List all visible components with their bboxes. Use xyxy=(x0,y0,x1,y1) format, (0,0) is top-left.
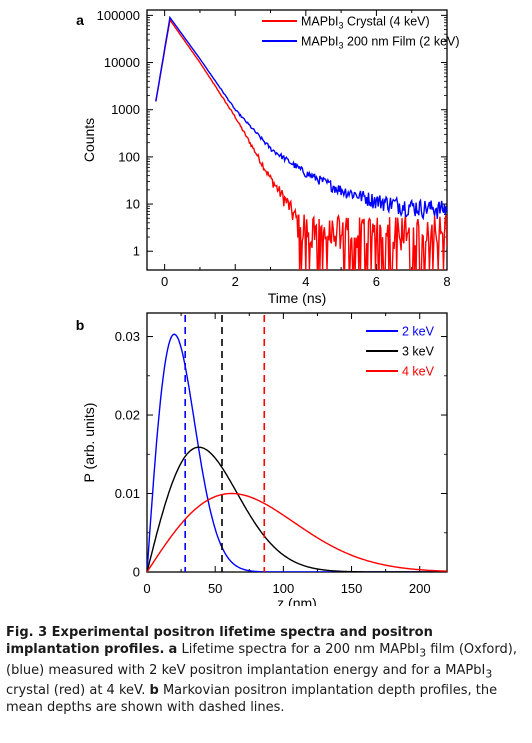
caption-label-a: a xyxy=(168,642,178,657)
x-tick-label: 8 xyxy=(443,274,450,289)
y-tick-label: 100000 xyxy=(97,8,140,23)
x-tick-label: 150 xyxy=(341,581,363,596)
legend-label-part: MAPbI xyxy=(301,35,339,49)
x-tick-label: 100 xyxy=(273,581,295,596)
profile-line-0 xyxy=(147,333,447,572)
y-axis-label: Counts xyxy=(81,118,97,162)
caption-label-b: b xyxy=(149,683,159,699)
caption-text-b: Markovian positron implantation depth pr… xyxy=(6,683,498,716)
y-tick-label: 10000 xyxy=(104,55,140,70)
panel-b-letter: b xyxy=(76,317,85,333)
y-tick-label: 100 xyxy=(118,149,140,164)
legend-label-part: Crystal (4 keV) xyxy=(344,15,430,29)
panel-a-letter: a xyxy=(76,12,84,28)
y-axis-label: P (arb. units) xyxy=(81,403,97,483)
legend-label-sub: 3 xyxy=(339,41,344,51)
x-tick-label: 0 xyxy=(161,274,168,289)
x-tick-label: 6 xyxy=(373,274,380,289)
legend-label-part: MAPbI xyxy=(301,15,339,29)
caption-text-a1: Lifetime spectra for a 200 nm MAPbI xyxy=(181,642,420,657)
x-axis-label: z (nm) xyxy=(277,595,317,606)
y-tick-label: 0 xyxy=(133,565,140,580)
legend-label: 3 keV xyxy=(402,345,435,359)
figure-3: a 1 10 100 1000 10000 100000 0 2 4 6 8 Time (ns) Coun… xyxy=(76,8,460,606)
y-tick-label: 10 xyxy=(126,197,140,212)
profile-line-2 xyxy=(147,492,447,572)
panel-a-frame xyxy=(146,9,448,271)
x-tick-label: 200 xyxy=(409,581,431,596)
panel-a: a 1 10 100 1000 10000 100000 0 2 4 6 8 Time (ns) Coun… xyxy=(76,8,459,306)
panel-b: b 0 0.01 0.02 0.03 0 50 100 150 200 z (nm) P (arb. … xyxy=(76,312,448,606)
y-tick-label: 1000 xyxy=(111,102,140,117)
figure-caption: Fig. 3 Experimental positron lifetime sp… xyxy=(6,624,528,716)
y-tick-label: 0.01 xyxy=(115,486,140,501)
caption-text-a3: crystal (red) at 4 keV. xyxy=(6,683,146,699)
y-tick-label: 1 xyxy=(133,244,140,259)
legend-label: 4 keV xyxy=(402,365,435,379)
y-tick-label: 0.03 xyxy=(115,329,140,344)
legend-label-part: 200 nm Film (2 keV) xyxy=(344,35,460,49)
x-tick-label: 50 xyxy=(208,581,222,596)
caption-sub-a2: 3 xyxy=(485,667,493,681)
legend-label-sub: 3 xyxy=(339,21,344,31)
series-crystal-line xyxy=(155,18,447,270)
series-film-line xyxy=(155,15,447,221)
legend-label: MAPbI3 Crystal (4 keV) xyxy=(301,15,430,31)
legend-label: MAPbI3 200 nm Film (2 keV) xyxy=(301,35,460,51)
legend-label: 2 keV xyxy=(402,325,435,339)
x-tick-label: 2 xyxy=(232,274,239,289)
y-tick-label: 0.02 xyxy=(115,408,140,423)
profile-line-1 xyxy=(147,446,447,572)
caption-title: Fig. 3 Experimental positron lifetime sp… xyxy=(6,625,433,657)
caption-sub-a1: 3 xyxy=(419,646,427,660)
x-axis-label: Time (ns) xyxy=(268,290,327,306)
x-tick-label: 4 xyxy=(302,274,309,289)
caption-text-a2: film (Oxford), (blue) measured with 2 ke… xyxy=(6,642,517,678)
x-tick-label: 0 xyxy=(143,581,150,596)
